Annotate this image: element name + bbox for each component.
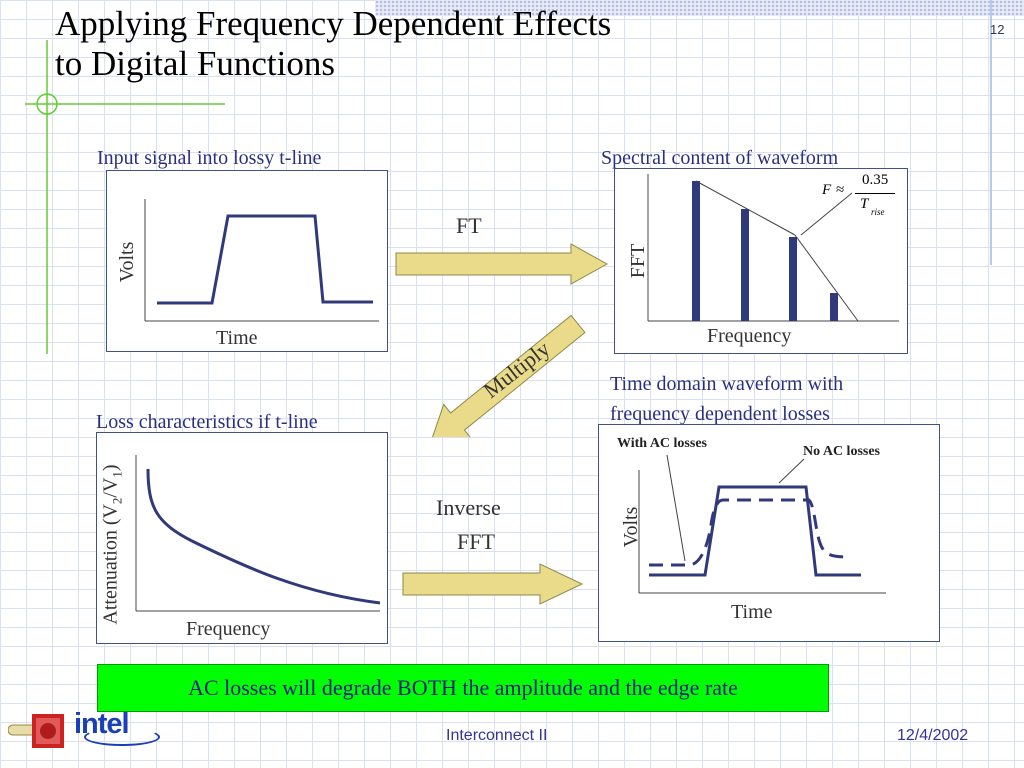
input-signal-panel — [106, 170, 388, 352]
loss-y-label: Attenuation (V2/V1) — [99, 464, 125, 625]
formula-approx-symbol: ≈ — [836, 182, 845, 198]
intel-logo: intel — [72, 708, 162, 752]
formula-pointer-line — [800, 192, 853, 236]
inverse-fft-label-line1: Inverse — [436, 495, 501, 520]
input-y-label: Volts — [116, 241, 138, 283]
spectrum-envelope-line — [695, 180, 796, 236]
input-pulse-waveform — [157, 214, 373, 305]
output-y-label: Volts — [620, 506, 642, 548]
slide-number: 12 — [990, 22, 1005, 37]
formula-subscript: rise — [871, 207, 885, 217]
output-x-label: Time — [731, 601, 773, 623]
no-ac-pointer-line — [778, 458, 805, 484]
input-panel-heading: Input signal into lossy t-line — [97, 147, 322, 169]
spectrum-bar — [741, 209, 749, 321]
spectrum-bar — [692, 181, 700, 321]
title-line-2: to Digital Functions — [55, 44, 335, 83]
ft-label: FT — [456, 213, 482, 238]
formula-denominator: T — [860, 196, 869, 212]
spectrum-bar — [789, 237, 797, 321]
multiply-arrow — [429, 314, 586, 437]
formula-fraction-bar — [855, 193, 895, 194]
loss-x-label: Frequency — [186, 618, 271, 640]
spectrum-rolloff-line — [794, 234, 859, 322]
with-ac-losses-annotation: With AC losses — [617, 436, 707, 451]
output-heading-line2: frequency dependent losses — [610, 403, 830, 425]
formula-numerator: 0.35 — [862, 172, 889, 188]
inverse-fft-label-line2: FFT — [457, 529, 495, 554]
with-ac-pointer-line — [666, 454, 686, 562]
conclusion-callout: AC losses will degrade BOTH the amplitud… — [97, 664, 829, 712]
loss-panel-heading: Loss characteristics if t-line — [96, 411, 318, 433]
spectrum-bars — [692, 181, 838, 321]
output-waveform-panel — [598, 424, 940, 642]
ft-arrow — [395, 243, 609, 285]
inverse-fft-arrow — [402, 563, 584, 605]
loss-attenuation-curve — [146, 468, 381, 605]
intel-logo-swoosh — [84, 728, 160, 746]
loss-plot — [135, 455, 381, 612]
spectrum-y-label: FFT — [627, 243, 649, 279]
spectrum-bar — [830, 293, 838, 321]
no-ac-losses-annotation: No AC losses — [803, 444, 881, 459]
input-signal-plot — [144, 199, 379, 322]
header-decor-band — [375, 0, 1024, 16]
title-line-1: Applying Frequency Dependent Effects — [55, 4, 612, 43]
slide-title: Applying Frequency Dependent Effects to … — [55, 4, 611, 84]
no-ac-loss-waveform — [649, 485, 861, 577]
rise-time-formula: F ≈ 0.35 T rise — [822, 172, 902, 218]
spectrum-plot — [647, 174, 899, 322]
output-plot — [638, 454, 886, 594]
corner-crosshair-decor — [25, 40, 225, 354]
input-x-label: Time — [216, 327, 258, 349]
ac-loss-waveform — [649, 498, 850, 567]
spectrum-x-label: Frequency — [707, 325, 792, 347]
footer-course-name: Interconnect II — [446, 727, 548, 744]
loss-characteristics-panel — [96, 432, 388, 644]
output-heading-line1: Time domain waveform with — [610, 373, 844, 395]
spectrum-panel — [614, 168, 908, 354]
right-decor-line — [990, 0, 992, 265]
university-logo-icon — [8, 714, 64, 748]
spectrum-panel-heading: Spectral content of waveform — [601, 147, 839, 169]
formula-lhs: F — [822, 182, 832, 198]
footer-date: 12/4/2002 — [897, 727, 969, 744]
